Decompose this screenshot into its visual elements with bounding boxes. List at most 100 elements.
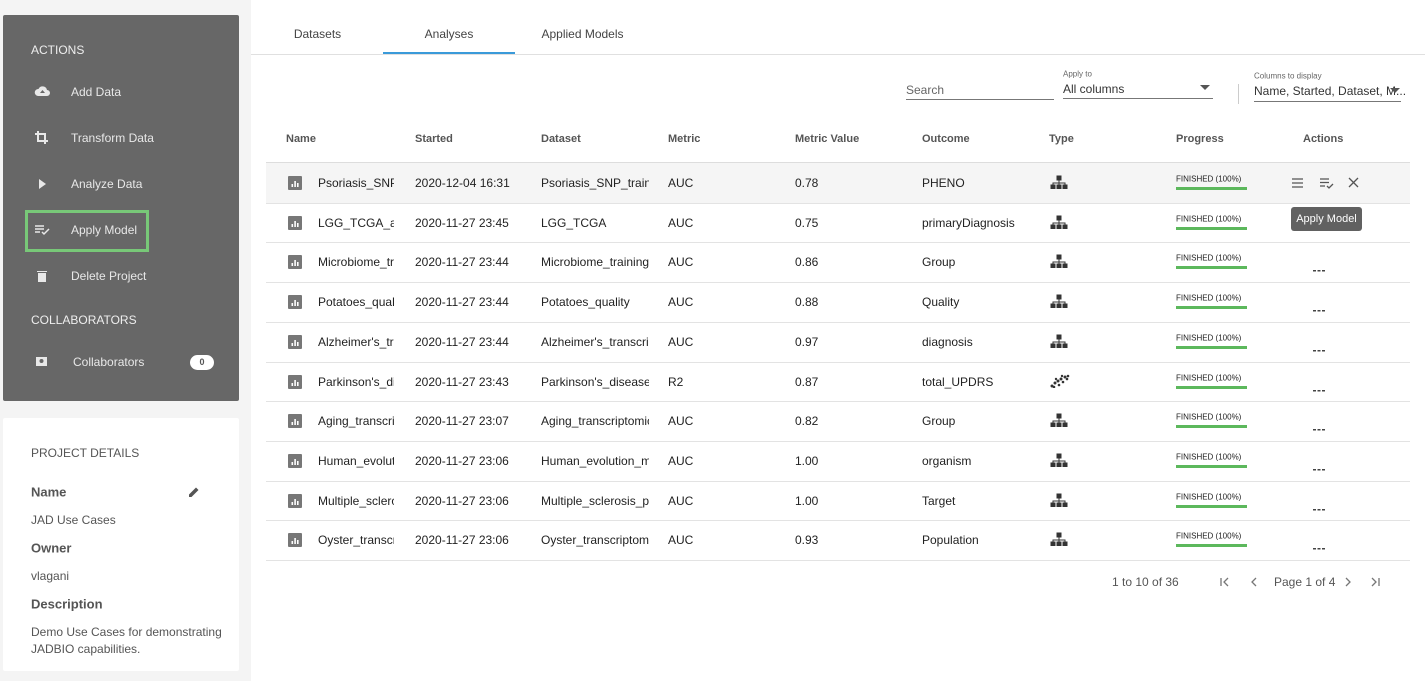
progress-bar	[1176, 345, 1247, 349]
menu-dots[interactable]	[1313, 468, 1325, 471]
edit-icon[interactable]	[187, 485, 201, 499]
column-header[interactable]: Metric Value	[795, 133, 860, 145]
analysis-name[interactable]: Psoriasis_SNP_train	[318, 176, 394, 190]
menu-dots[interactable]	[1313, 349, 1325, 352]
action-item[interactable]: Delete Project	[71, 269, 147, 283]
cell: Alzheimer's_transcriptomics	[541, 334, 649, 349]
menu-dots[interactable]	[1313, 310, 1325, 312]
analysis-name[interactable]: Oyster_transcriptomics	[318, 533, 394, 548]
menu-dots[interactable]	[1313, 508, 1325, 511]
column-header[interactable]: Started	[415, 133, 453, 145]
analysis-name[interactable]: Alzheimer's_transcriptomics	[318, 334, 394, 349]
classification-icon	[1050, 254, 1068, 269]
progress-bar	[1176, 425, 1247, 429]
cell: 2020-11-27 23:43	[415, 374, 509, 389]
row-menu[interactable]	[1313, 539, 1325, 550]
column-header[interactable]: Progress	[1176, 133, 1224, 145]
cell: AUC	[668, 334, 694, 349]
analysis-name[interactable]: Human_evolution_met	[318, 453, 394, 468]
column-header[interactable]: Dataset	[541, 133, 581, 145]
row-icon	[288, 215, 302, 230]
collaborators-link[interactable]: Collaborators	[73, 355, 145, 369]
type-icon	[1050, 374, 1070, 388]
row-menu[interactable]	[1313, 381, 1325, 391]
action-item[interactable]: Analyze Data	[71, 177, 143, 191]
analysis-icon	[288, 533, 302, 548]
pagination-buttons[interactable]	[1219, 576, 1389, 588]
header-line	[266, 162, 1410, 163]
progress-label: FINISHED (100%)	[1176, 412, 1242, 422]
action-item[interactable]: Transform Data	[71, 131, 154, 145]
analysis-icon	[288, 255, 302, 270]
row-menu[interactable]	[1313, 341, 1325, 352]
cell: 2020-11-27 23:06	[415, 493, 509, 508]
column-header[interactable]: Metric	[668, 133, 701, 145]
analysis-name[interactable]: Parkinson's_disease	[318, 374, 394, 389]
action-item[interactable]: Add Data	[71, 85, 122, 99]
row-menu[interactable]	[1313, 460, 1325, 471]
tab[interactable]: Datasets	[293, 27, 342, 41]
progress-bar	[1176, 306, 1247, 310]
column-header[interactable]: Actions	[1303, 133, 1344, 145]
row-menu[interactable]	[1313, 261, 1325, 272]
cell: 2020-11-27 23:44	[415, 295, 509, 310]
project-details: PROJECT DETAILS Name JAD Use Cases Owner vl…	[3, 418, 239, 671]
progress-label: FINISHED (100%)	[1176, 293, 1242, 303]
menu-dots[interactable]	[1313, 389, 1325, 392]
tab[interactable]: Applied Models	[541, 27, 624, 41]
sidebar-area: ACTIONS COLLABORATORS Collaborators 0 Ad…	[0, 0, 251, 681]
cell: AUC	[668, 493, 694, 508]
tab-divider	[251, 54, 1425, 55]
analysis-name[interactable]: Multiple_sclerosis_pro	[318, 493, 394, 508]
row-line	[266, 202, 1410, 204]
cell: 2020-11-27 23:44	[415, 255, 509, 270]
cell: organism	[922, 453, 972, 468]
cell: Group	[922, 414, 956, 429]
action-icons[interactable]	[1291, 176, 1361, 190]
action-icon	[34, 176, 50, 192]
analysis-name[interactable]: Microbiome_training	[318, 255, 394, 270]
cell: Potatoes_quality	[541, 295, 630, 310]
row-menu[interactable]	[1313, 420, 1325, 431]
column-header[interactable]: Outcome	[922, 133, 970, 145]
icon	[39, 179, 46, 189]
apply-to-select[interactable]: All columns	[1063, 82, 1125, 96]
row-menu[interactable]	[1313, 500, 1325, 511]
type-icon	[1050, 254, 1070, 269]
classification-icon	[1050, 215, 1068, 230]
analysis-name[interactable]: Aging_transcriptomics	[318, 414, 394, 429]
menu-dots[interactable]	[1313, 429, 1325, 431]
row-line	[266, 321, 1410, 323]
analysis-icon	[288, 453, 302, 468]
row-menu[interactable]	[1313, 301, 1325, 312]
cell: 1.00	[795, 453, 819, 468]
column-header[interactable]: Name	[286, 133, 316, 145]
dropdown-arrow	[1200, 85, 1210, 90]
search-input[interactable]: Search	[906, 83, 945, 97]
action-icon	[34, 268, 50, 284]
row-icon	[288, 255, 302, 270]
tab-indicator	[383, 52, 515, 54]
cell: AUC	[668, 176, 694, 190]
progress-label: FINISHED (100%)	[1176, 373, 1242, 382]
menu-dots[interactable]	[1313, 270, 1325, 272]
cell: 0.75	[795, 215, 819, 230]
cell: AUC	[668, 215, 694, 230]
cell: PHENO	[922, 176, 965, 190]
column-header[interactable]: Type	[1049, 133, 1074, 145]
highlight-box	[25, 210, 149, 252]
row-highlight	[266, 163, 1410, 203]
cell: Parkinson's_disease	[541, 374, 649, 389]
row-actions[interactable]	[1291, 176, 1361, 190]
menu-dots[interactable]	[1313, 548, 1325, 550]
columns-select[interactable]: Name, Started, Dataset, M...	[1254, 84, 1407, 98]
row-icon	[288, 453, 302, 468]
tab[interactable]: Analyses	[424, 27, 474, 41]
action-item[interactable]: Apply Model	[71, 223, 138, 237]
cell: Group	[922, 255, 956, 270]
classification-icon	[1050, 175, 1068, 190]
analysis-name[interactable]: Potatoes_quality	[318, 295, 394, 310]
classification-icon	[1050, 453, 1068, 468]
analysis-name[interactable]: LGG_TCGA_analysis	[318, 215, 394, 230]
